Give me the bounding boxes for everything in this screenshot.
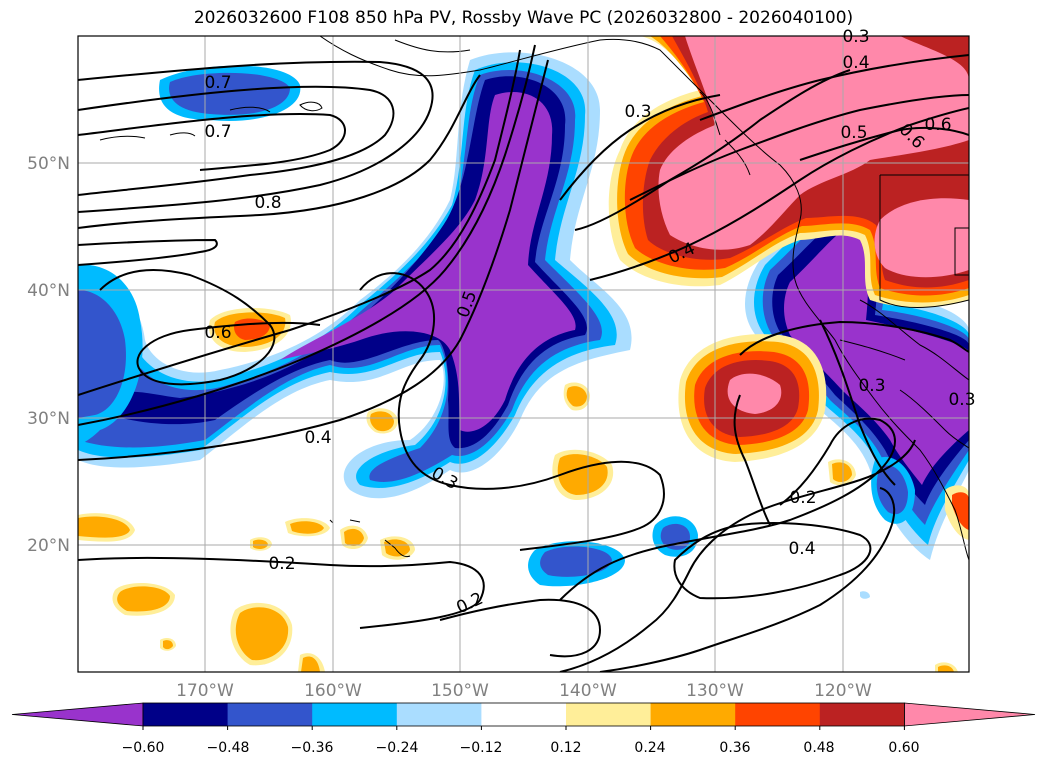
colorbar-tick-label: 0.12 — [550, 740, 581, 756]
contour-label: 0.2 — [268, 554, 295, 574]
lon-label: 160°W — [304, 681, 362, 701]
lat-label: 30°N — [27, 409, 70, 429]
colorbar-tick-label: 0.60 — [888, 740, 919, 756]
colorbar-swatch — [143, 703, 229, 726]
map-frame — [77, 35, 970, 673]
lat-label: 40°N — [27, 281, 70, 301]
colorbar-tick-label: −0.48 — [207, 740, 250, 756]
colorbar-outline — [142, 702, 905, 727]
colorbar-swatch — [396, 703, 482, 726]
contour-label: 0.5 — [840, 123, 867, 143]
colorbar-swatch — [566, 703, 652, 726]
colorbar-tick-label: 0.24 — [634, 740, 665, 756]
colorbar-tick-label: −0.12 — [460, 740, 503, 756]
colorbar-tick-label: −0.24 — [376, 740, 419, 756]
longitude-labels: 170°W 160°W 150°W 140°W 130°W 120°W — [176, 681, 872, 701]
colorbar-extend-low — [11, 702, 144, 727]
pc-contours — [78, 44, 969, 672]
colorbar-tick-label: −0.60 — [122, 740, 165, 756]
latitude-labels: 50°N 40°N 30°N 20°N — [27, 154, 70, 556]
contour-label: 0.8 — [254, 193, 281, 213]
contour-label: 0.3 — [624, 102, 651, 122]
contour-label: 0.4 — [788, 539, 815, 559]
map-title: 2026032600 F108 850 hPa PV, Rossby Wave … — [193, 8, 854, 28]
contour-label: 0.7 — [204, 122, 231, 142]
colorbar-extend-high — [904, 702, 1036, 727]
colorbar-swatch — [481, 703, 567, 726]
lat-label: 50°N — [27, 154, 70, 174]
lon-label: 150°W — [431, 681, 489, 701]
lon-label: 120°W — [814, 681, 872, 701]
contour-label: 0.6 — [924, 115, 951, 135]
contour-label: 0.3 — [842, 27, 869, 47]
contour-label: 0.6 — [204, 323, 231, 343]
contour-label: 0.2 — [789, 488, 816, 508]
contour-label: 0.3 — [948, 390, 975, 410]
colorbar-swatch — [650, 703, 736, 726]
lon-label: 170°W — [176, 681, 234, 701]
colorbar — [11, 702, 1036, 730]
graticule — [78, 36, 969, 672]
colorbar-tick-label: 0.36 — [719, 740, 750, 756]
colorbar-swatch — [227, 703, 313, 726]
contour-label: 0.3 — [858, 376, 885, 396]
lat-label: 20°N — [27, 536, 70, 556]
contour-label: 0.4 — [304, 428, 331, 448]
colorbar-swatch — [312, 703, 398, 726]
lon-label: 130°W — [686, 681, 744, 701]
colorbar-tick-label: 0.48 — [803, 740, 834, 756]
contour-label: 0.4 — [842, 53, 869, 73]
lon-label: 140°W — [559, 681, 617, 701]
colorbar-tick-label: −0.36 — [291, 740, 334, 756]
coastlines — [99, 36, 969, 561]
colorbar-ticks: −0.60 −0.48 −0.36 −0.24 −0.12 0.12 0.24 … — [122, 740, 920, 756]
colorbar-swatch — [819, 703, 905, 726]
colorbar-swatch — [735, 703, 821, 726]
contour-label: 0.7 — [204, 73, 231, 93]
